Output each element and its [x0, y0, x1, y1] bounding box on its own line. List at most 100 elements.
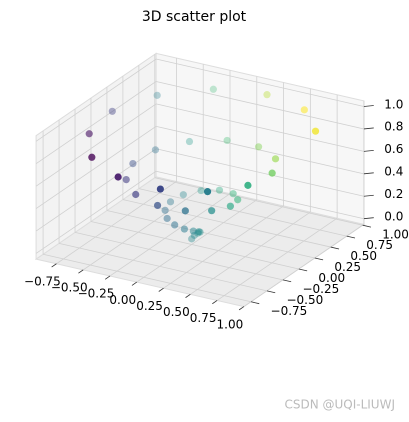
point: [129, 160, 137, 168]
point: [85, 130, 93, 138]
z-tick-label: 0.4: [384, 165, 403, 179]
tick-mark: [346, 235, 356, 239]
tick-mark: [51, 263, 57, 268]
point: [153, 91, 161, 99]
tick-mark: [362, 224, 372, 228]
grid-line: [109, 193, 231, 277]
point: [108, 107, 116, 115]
grid-line: [58, 242, 267, 292]
tick-mark: [282, 279, 292, 283]
y-tick-label: −0.75: [271, 304, 308, 318]
tick-mark: [363, 217, 374, 220]
point: [196, 228, 204, 236]
y-tick-label: 0.50: [350, 249, 377, 263]
panes: [34, 52, 366, 308]
point: [271, 155, 280, 163]
point: [203, 188, 212, 196]
grid-line: [35, 58, 157, 142]
grid-line: [35, 126, 157, 209]
tick-mark: [314, 257, 324, 261]
tick-mark: [158, 287, 164, 292]
grid-line: [35, 148, 157, 232]
point: [263, 91, 271, 99]
point: [166, 198, 175, 206]
tick-mark: [266, 290, 276, 294]
z-tick-label: 0.8: [384, 120, 403, 134]
point: [163, 214, 171, 223]
point: [226, 202, 235, 210]
grid-line: [155, 170, 365, 220]
point: [234, 196, 242, 204]
grid-line: [155, 148, 365, 197]
x-tick-label: 0.50: [163, 305, 190, 319]
point: [311, 127, 320, 135]
tick-mark: [363, 194, 374, 197]
point: [161, 206, 169, 214]
point: [180, 225, 189, 233]
point: [195, 228, 203, 236]
tick-mark: [185, 294, 191, 298]
tick-mark: [212, 300, 218, 305]
tick-mark: [363, 149, 374, 152]
tick-mark: [78, 269, 84, 274]
point: [181, 207, 189, 215]
grid-line: [82, 187, 204, 271]
point: [114, 173, 122, 181]
point: [132, 190, 140, 199]
grid-line: [138, 188, 347, 237]
point: [153, 201, 162, 210]
z-tick-label: 0.6: [384, 142, 403, 156]
tick-mark: [250, 301, 260, 305]
z-tick-label: 0.2: [384, 187, 403, 201]
x-tick-label: −0.75: [24, 274, 61, 288]
point: [122, 175, 130, 184]
y-tick-label: 0.25: [334, 260, 361, 274]
grid-line: [35, 103, 157, 187]
tick-mark: [363, 127, 374, 130]
point: [188, 235, 196, 243]
grid-line: [190, 211, 311, 295]
grid-line: [106, 210, 315, 259]
point: [88, 153, 96, 161]
x-tick-label: 1.00: [217, 317, 244, 331]
grid-line: [163, 205, 284, 289]
point: [171, 221, 179, 229]
grid-line: [155, 125, 365, 175]
grid-line: [216, 217, 338, 301]
x-tick-label: −0.50: [51, 281, 88, 295]
tick-mark: [363, 105, 374, 107]
grid-line: [243, 223, 365, 307]
y-tick-label: 0.75: [366, 238, 393, 252]
z-tick-label: 0.0: [384, 209, 403, 223]
point: [215, 186, 224, 194]
tick-mark: [238, 306, 245, 311]
grid-line: [136, 199, 258, 283]
point: [268, 169, 276, 177]
grid-line: [154, 177, 363, 226]
x-tick-label: 0.00: [109, 293, 136, 307]
point: [185, 137, 194, 146]
tick-mark: [298, 268, 308, 272]
point: [244, 181, 252, 189]
grid-line: [35, 170, 157, 254]
grid-line: [155, 103, 365, 152]
point: [156, 185, 164, 193]
x-tick-label: 0.25: [136, 299, 163, 313]
y-tick-label: −0.50: [286, 293, 323, 307]
grid-line: [74, 232, 283, 281]
grid-line: [43, 253, 252, 303]
point: [209, 85, 217, 93]
point: [189, 227, 197, 235]
point: [223, 136, 231, 145]
grid-line: [35, 81, 157, 165]
tick-mark: [131, 281, 138, 286]
point: [300, 106, 308, 114]
y-tick-label: 1.00: [382, 227, 409, 241]
x-tick-label: −0.25: [78, 287, 115, 301]
grid-line: [56, 181, 177, 265]
point: [179, 191, 187, 199]
y-tick-label: −0.25: [302, 282, 339, 296]
point: [229, 190, 237, 198]
point: [208, 207, 216, 215]
